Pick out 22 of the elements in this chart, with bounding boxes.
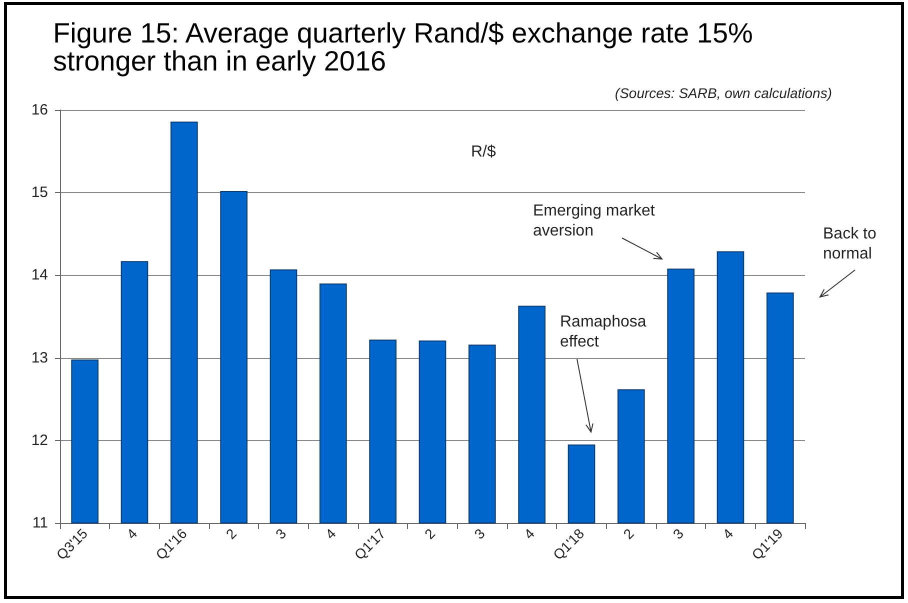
text: (Sources: SARB, own calculations) [614, 85, 832, 101]
annotation: R/$ [471, 144, 496, 160]
x-tick-label: 2 [620, 525, 637, 542]
x-tick-label: 3 [670, 525, 687, 542]
x-tick-label: 3 [272, 525, 290, 542]
y-tick-label: 13 [31, 349, 48, 366]
x-tick-label: 2 [421, 525, 438, 542]
x-tick-label: 4 [520, 525, 538, 542]
annotation: Ramaphosa effect [560, 314, 646, 350]
y-tick-label: 15 [31, 184, 48, 202]
text: Back to normal [823, 226, 876, 262]
y-tick-label: 16 [31, 102, 48, 118]
annotation: Emerging market aversion [533, 202, 656, 240]
y-tick-label: 11 [32, 514, 48, 532]
x-tick-label: 3 [471, 525, 488, 542]
x-tick-label: 4 [123, 525, 140, 542]
x-tick-label: 4 [322, 525, 339, 542]
x-tick-label: 2 [222, 525, 240, 542]
y-tick-label: 14 [31, 266, 48, 284]
chart-title: Figure 15: Average quarterly Rand/$ exchange rate 15% stronger than in early 2016 [53, 18, 753, 76]
y-tick-label: 12 [31, 432, 48, 449]
x-tick-label: 4 [719, 525, 736, 542]
